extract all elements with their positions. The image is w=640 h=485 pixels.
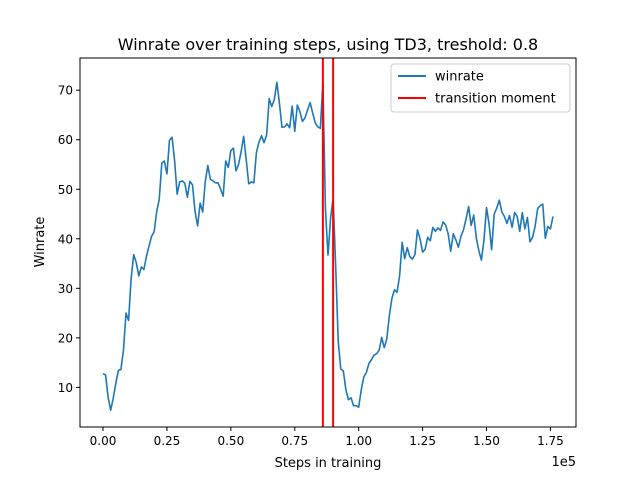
x-tick-label: 0.75: [281, 434, 308, 448]
legend-label-winrate: winrate: [435, 70, 484, 85]
x-tick-label: 0.25: [154, 434, 181, 448]
legend: winrate transition moment: [391, 64, 570, 112]
legend-label-transition-moment: transition moment: [435, 92, 556, 107]
y-tick-label: 40: [58, 232, 73, 246]
y-tick-label: 20: [58, 331, 73, 345]
x-tick-label: 1.25: [409, 434, 436, 448]
y-tick-label: 10: [58, 381, 73, 395]
y-tick-label: 70: [58, 84, 73, 98]
x-axis-offset-label: 1e5: [551, 455, 576, 470]
y-axis-label: Winrate: [33, 217, 48, 268]
chart-title: Winrate over training steps, using TD3, …: [118, 35, 538, 54]
x-tick-label: 1.50: [473, 434, 500, 448]
x-tick-label: 0.00: [90, 434, 117, 448]
y-tick-label: 50: [58, 183, 73, 197]
x-axis-label: Steps in training: [275, 456, 382, 471]
x-tick-label: 0.50: [217, 434, 244, 448]
x-tick-label: 1.75: [537, 434, 564, 448]
x-tick-label: 1.00: [345, 434, 372, 448]
y-tick-label: 30: [58, 282, 73, 296]
y-tick-label: 60: [58, 133, 73, 147]
